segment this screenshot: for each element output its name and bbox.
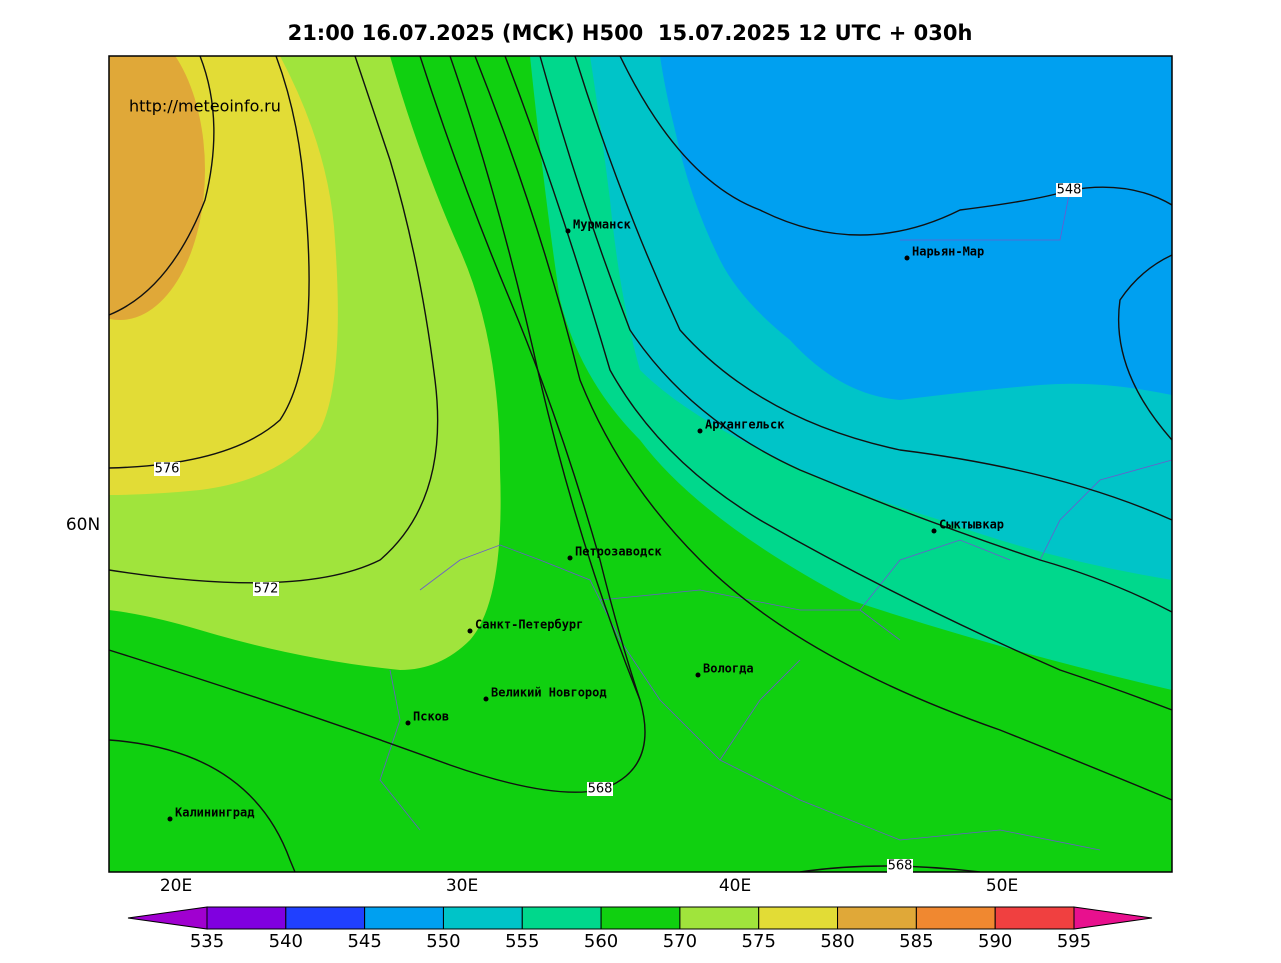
colorbar-tick-label: 560 [584, 931, 618, 952]
contour-labels: 576 572 568 568 548 [154, 183, 1082, 874]
contour-label: 548 [1057, 183, 1082, 198]
colorbar-box [994, 906, 1075, 930]
map-field [109, 56, 1172, 872]
colorbar-tick-label: 550 [426, 931, 460, 952]
isohypse [574, 56, 1172, 521]
contour-label: 576 [155, 462, 180, 477]
city-label: Сыктывкар [939, 518, 1004, 532]
isohypse [474, 56, 1172, 801]
city-label: Вологда [703, 662, 754, 676]
city-dot [483, 696, 489, 702]
contour-label-bg [887, 859, 913, 873]
city-label: Нарьян-Мар [912, 245, 984, 259]
contour-label-bg [587, 782, 613, 796]
contour-label: 568 [588, 782, 613, 797]
colorbar-box [521, 906, 602, 930]
isohypse [109, 56, 310, 469]
isohypse [109, 56, 439, 584]
colorbar-tick-label: 535 [190, 931, 224, 952]
city-dot [167, 816, 173, 822]
colorbar-box [915, 906, 996, 930]
city-dot [931, 528, 937, 534]
contour-label: 568 [888, 859, 913, 874]
watermark: http://meteoinfo.ru [129, 97, 281, 116]
colorbar-tick-label: 570 [663, 931, 697, 952]
lon-label: 40E [719, 876, 751, 896]
title: 21:00 16.07.2025 (МСК) H500 15.07.2025 1… [288, 21, 973, 45]
colorbar-box [364, 906, 444, 930]
colorbar-box [600, 906, 681, 930]
isohypse [539, 56, 1172, 613]
colorbar-tick-label: 595 [1057, 931, 1091, 952]
city-label: Санкт-Петербург [475, 618, 583, 632]
city-label: Калининград [175, 806, 254, 820]
lon-label: 30E [446, 876, 478, 896]
contour-label-bg [1056, 183, 1082, 197]
colorbar-under [127, 906, 208, 930]
colorbar-over [1073, 906, 1153, 930]
isohypse [1117, 254, 1172, 441]
colorbar-box [837, 906, 917, 930]
isohypse [109, 739, 296, 872]
city-label: Архангельск [705, 418, 785, 432]
contour-label: 572 [254, 582, 279, 597]
colorbar-box [285, 906, 366, 930]
isohypse [799, 865, 981, 872]
city-dot [695, 672, 701, 678]
colorbar-tick-label: 585 [899, 931, 933, 952]
colorbar-box [679, 906, 760, 930]
lat-label: 60N [66, 515, 100, 535]
colorbar-tick-label: 545 [347, 931, 381, 952]
field-585 [109, 56, 205, 320]
colorbar-tick-label: 590 [978, 931, 1012, 952]
colorbar-tick-label: 555 [505, 931, 539, 952]
city-dot [567, 555, 573, 561]
colorbar-box [442, 906, 523, 930]
contour-label-bg [154, 462, 180, 476]
colorbar-box [206, 906, 287, 930]
colorbar-tick-label: 580 [820, 931, 854, 952]
colorbar-box [758, 906, 839, 930]
city-dot [467, 628, 473, 634]
city-label: Псков [413, 710, 449, 724]
city-label: Петрозаводск [575, 545, 662, 559]
colorbar-tick-label: 575 [742, 931, 776, 952]
city-dot [405, 720, 411, 726]
city-dot [565, 228, 571, 234]
city-dot [697, 428, 703, 434]
admin-border [379, 189, 1172, 851]
isohypse [619, 56, 1172, 236]
city-dot [904, 255, 910, 261]
map-frame [108, 55, 1173, 873]
cities: Мурманск Нарьян-Мар Архангельск Сыктывкар Пе… [167, 218, 1004, 822]
isohypse [449, 56, 641, 701]
city-label: Великий Новгород [491, 686, 607, 700]
lon-label: 50E [986, 876, 1018, 896]
colorbar: 535 540 545 550 555 560 570 575 580 585 590 595 [127, 906, 1153, 952]
isohypse [109, 56, 215, 316]
city-label: Мурманск [573, 218, 632, 232]
colorbar-tick-label: 540 [269, 931, 303, 952]
field-545 [660, 56, 1172, 400]
lon-label: 20E [160, 876, 192, 896]
contour-label-bg [253, 582, 279, 596]
